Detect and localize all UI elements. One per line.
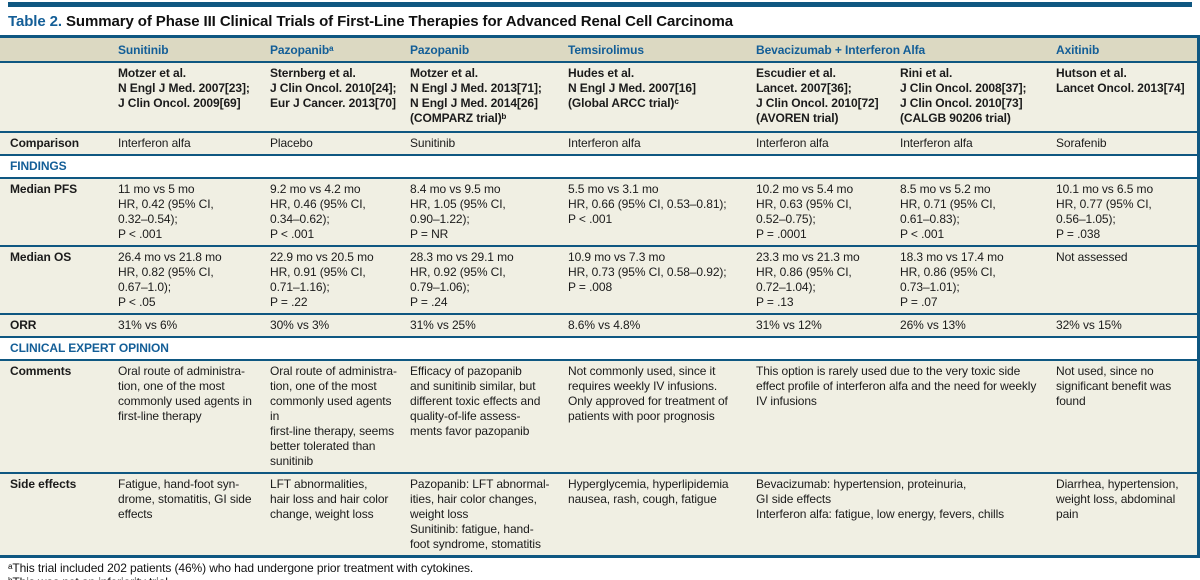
os-axitinib: Not assessed [1056,250,1128,264]
footnote-b: ᵇThis was not an inferiority trial. [8,575,1192,580]
footnotes: ᵃThis trial included 202 patients (46%) … [0,558,1200,580]
comments-sunitinib: Oral route of administra- tion, one of t… [118,364,252,423]
comments-bevacizumab-interferon: This option is rarely used due to the ve… [756,364,1037,408]
pfs-bev-1: 10.2 mo vs 5.4 mo HR, 0.63 (95% CI, 0.52… [756,182,854,241]
bottom-rule [0,555,1197,558]
header-bevacizumab-interferon: Bevacizumab + Interferon Alfa [756,42,926,57]
orr-bev-2: 26% vs 13% [900,318,966,332]
side-effects-pazopanib: Pazopanib: LFT abnormal- ities, hair col… [410,477,550,551]
trial-citation-row: Motzer et al. N Engl J Med. 2007[23]; J … [0,63,1197,131]
side-effects-axitinib: Diarrhea, hypertension, weight loss, abd… [1056,477,1179,521]
footnote-a: ᵃThis trial included 202 patients (46%) … [8,561,474,575]
comparison-axitinib: Sorafenib [1056,136,1107,150]
comparison-temsirolimus: Interferon alfa [568,136,641,150]
table-body: Sunitinib Pazopanibᵃ Pazopanib Temsiroli… [0,35,1200,558]
section-findings-label: FINDINGS [10,159,67,173]
orr-sunitinib: 31% vs 6% [118,318,178,332]
table-number: Table 2. [8,13,62,30]
trial-bev-avoren: Escudier et al. Lancet. 2007[36]; J Clin… [756,66,879,125]
divider [0,35,1197,38]
comparison-bev-2: Interferon alfa [900,136,973,150]
median-pfs-row: Median PFS 11 mo vs 5 mo HR, 0.42 (95% C… [0,179,1197,245]
comparison-bev-1: Interferon alfa [756,136,829,150]
divider [0,177,1197,179]
row-label-median-pfs: Median PFS [10,182,78,196]
section-findings: FINDINGS [0,156,1197,177]
comments-temsirolimus: Not commonly used, since it requires wee… [568,364,728,423]
pfs-pazopanib-a: 9.2 mo vs 4.2 mo HR, 0.46 (95% CI, 0.34–… [270,182,366,241]
os-temsirolimus: 10.9 mo vs 7.3 mo HR, 0.73 (95% CI, 0.58… [568,250,727,294]
header-blank-cell [10,46,118,53]
comments-pazopanib-a: Oral route of administra- tion, one of t… [270,364,397,468]
divider [0,472,1197,474]
orr-bev-1: 31% vs 12% [756,318,822,332]
row-label-side-effects: Side effects [10,477,77,491]
comparison-sunitinib: Interferon alfa [118,136,191,150]
comparison-pazopanib-a: Placebo [270,136,313,150]
header-pazopanib-a: Pazopanibᵃ [270,42,334,57]
orr-temsirolimus: 8.6% vs 4.8% [568,318,641,332]
divider [0,61,1197,63]
section-clinical-expert-opinion: CLINICAL EXPERT OPINION [0,338,1197,359]
row-label-comparison: Comparison [10,136,80,150]
divider [0,245,1197,247]
trial-bev-calgb: Rini et al. J Clin Oncol. 2008[37]; J Cl… [900,66,1027,125]
trial-axitinib: Hutson et al. Lancet Oncol. 2013[74] [1056,66,1185,95]
os-pazopanib: 28.3 mo vs 29.1 mo HR, 0.92 (95% CI, 0.7… [410,250,514,309]
side-effects-bevacizumab-interferon: Bevacizumab: hypertension, proteinuria, … [756,477,1005,521]
orr-pazopanib: 31% vs 25% [410,318,476,332]
section-opinion-label: CLINICAL EXPERT OPINION [10,341,169,355]
comments-row: Comments Oral route of administra- tion,… [0,361,1197,472]
pfs-temsirolimus: 5.5 mo vs 3.1 mo HR, 0.66 (95% CI, 0.53–… [568,182,727,226]
pfs-bev-2: 8.5 mo vs 5.2 mo HR, 0.71 (95% CI, 0.61–… [900,182,996,241]
row-label-comments: Comments [10,364,72,378]
comments-pazopanib: Efficacy of pazopanib and sunitinib simi… [410,364,541,438]
pfs-pazopanib: 8.4 mo vs 9.5 mo HR, 1.05 (95% CI, 0.90–… [410,182,506,241]
divider [0,336,1197,338]
side-effects-row: Side effects Fatigue, hand-foot syn- dro… [0,474,1197,555]
trial-sunitinib: Motzer et al. N Engl J Med. 2007[23]; J … [118,66,250,110]
comparison-pazopanib: Sunitinib [410,136,456,150]
median-os-row: Median OS 26.4 mo vs 21.8 mo HR, 0.82 (9… [0,247,1197,313]
orr-axitinib: 32% vs 15% [1056,318,1122,332]
table-title: Table 2. Summary of Phase III Clinical T… [0,7,1200,35]
os-pazopanib-a: 22.9 mo vs 20.5 mo HR, 0.91 (95% CI, 0.7… [270,250,374,309]
trial-temsirolimus: Hudes et al. N Engl J Med. 2007[16] (Glo… [568,66,696,110]
trial-blank-cell [10,63,118,69]
pfs-sunitinib: 11 mo vs 5 mo HR, 0.42 (95% CI, 0.32–0.5… [118,182,214,241]
orr-pazopanib-a: 30% vs 3% [270,318,330,332]
comments-axitinib: Not used, since no significant benefit w… [1056,364,1172,408]
divider [0,313,1197,315]
divider [0,131,1197,133]
orr-row: ORR 31% vs 6% 30% vs 3% 31% vs 25% 8.6% … [0,315,1197,336]
top-rule [8,2,1192,7]
divider [0,154,1197,156]
header-sunitinib: Sunitinib [118,42,169,57]
table-title-text: Summary of Phase III Clinical Trials of … [66,13,733,30]
side-effects-sunitinib: Fatigue, hand-foot syn- drome, stomatiti… [118,477,252,521]
header-axitinib: Axitinib [1056,42,1100,57]
pfs-axitinib: 10.1 mo vs 6.5 mo HR, 0.77 (95% CI, 0.56… [1056,182,1154,241]
header-temsirolimus: Temsirolimus [568,42,644,57]
row-label-orr: ORR [10,318,37,332]
side-effects-pazopanib-a: LFT abnormalities, hair loss and hair co… [270,477,389,521]
trial-pazopanib-comparz: Motzer et al. N Engl J Med. 2013[71]; N … [410,66,542,125]
row-label-median-os: Median OS [10,250,72,264]
comparison-row: Comparison Interferon alfa Placebo Sunit… [0,133,1197,154]
header-row-drugs: Sunitinib Pazopanibᵃ Pazopanib Temsiroli… [0,38,1197,61]
side-effects-temsirolimus: Hyperglycemia, hyperlipidemia nausea, ra… [568,477,729,506]
header-pazopanib: Pazopanib [410,42,470,57]
os-bev-2: 18.3 mo vs 17.4 mo HR, 0.86 (95% CI, 0.7… [900,250,1004,309]
trial-pazopanib-a: Sternberg et al. J Clin Oncol. 2010[24];… [270,66,397,110]
divider [0,359,1197,361]
os-bev-1: 23.3 mo vs 21.3 mo HR, 0.86 (95% CI, 0.7… [756,250,860,309]
os-sunitinib: 26.4 mo vs 21.8 mo HR, 0.82 (95% CI, 0.6… [118,250,222,309]
